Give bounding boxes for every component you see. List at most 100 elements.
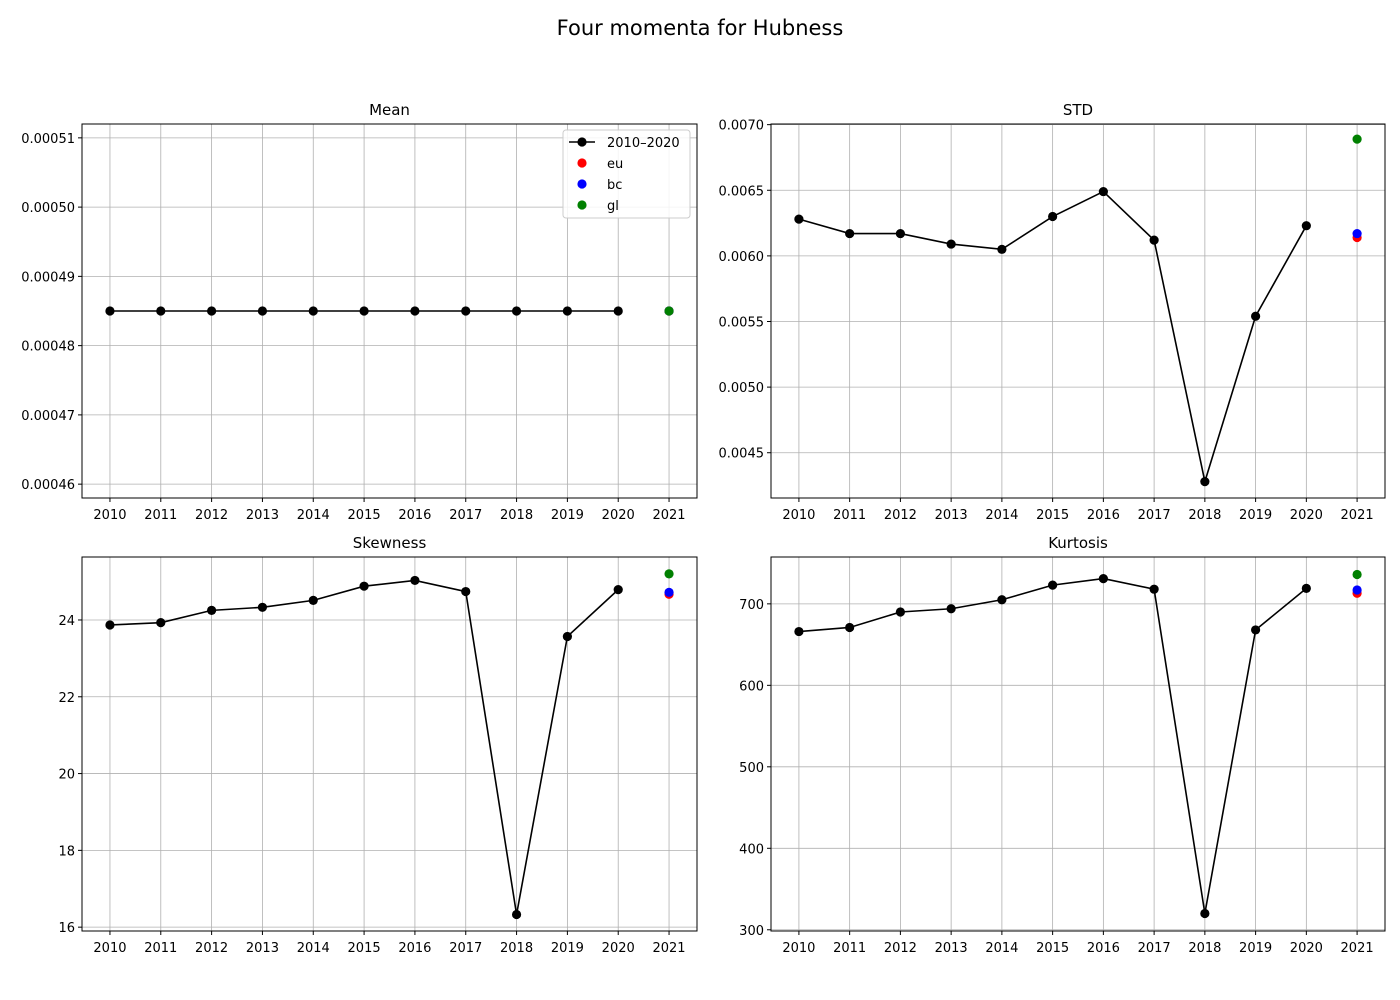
x-tick-label: 2021 [652, 508, 685, 523]
x-tick-label: 2020 [1290, 941, 1323, 956]
point-2021-gl [1352, 569, 1362, 580]
x-tick-label: 2018 [500, 941, 533, 956]
y-tick-label: 0.00049 [21, 270, 75, 285]
point-2021-gl [664, 569, 674, 579]
y-tick-label: 0.00048 [21, 340, 75, 355]
x-tick-label: 2011 [833, 508, 866, 523]
data-point [1149, 235, 1159, 245]
chart-kurtosis: 2010 2011 2012 2013 2014 2015 2016 2017 2018 2019… [739, 534, 1386, 956]
y-tick-label: 0.0070 [719, 119, 765, 134]
y-tick-label: 0.00051 [21, 132, 75, 147]
data-point [359, 306, 369, 316]
data-point [562, 631, 572, 642]
data-point [359, 581, 369, 591]
x-tick-label: 2013 [935, 508, 968, 523]
legend-label: eu [607, 157, 623, 172]
data-point [1301, 221, 1311, 231]
y-tick-label: 22 [58, 691, 75, 706]
data-point [410, 575, 420, 586]
x-tick-label: 2018 [1188, 508, 1221, 523]
axes-frame [770, 556, 1386, 932]
x-tick-label: 2015 [348, 941, 381, 956]
subplot-title: STD [1063, 101, 1093, 119]
x-tick-label: 2014 [985, 508, 1018, 523]
y-tick-label: 0.0050 [719, 381, 765, 396]
data-point [1251, 311, 1261, 321]
data-point [308, 595, 318, 605]
data-point [794, 626, 804, 637]
x-tick-label: 2019 [551, 941, 584, 956]
x-tick-label: 2012 [884, 941, 917, 956]
point-2021-bc [1352, 228, 1362, 239]
point-2021-bc [1352, 585, 1362, 595]
x-tick-label: 2012 [195, 941, 228, 956]
legend-label: gl [607, 199, 619, 214]
x-tick-label: 2014 [297, 941, 330, 956]
data-point [1251, 625, 1261, 635]
x-tick-label: 2014 [297, 508, 330, 523]
legend: 2010–2020 eu bc gl [562, 129, 691, 219]
axes-frame [770, 123, 1386, 499]
chart-std: 2010 2011 2012 2013 2014 2015 2016 2017 2018 2019… [719, 101, 1386, 523]
x-tick-label: 2011 [144, 508, 177, 523]
data-point [207, 306, 217, 316]
data-point [308, 306, 318, 316]
x-tick-label: 2013 [246, 941, 279, 956]
data-point [997, 244, 1007, 254]
chart-mean: 2010 2011 2012 2013 2014 2015 2016 2017 2018 2019… [21, 101, 698, 523]
data-point [156, 618, 166, 628]
y-tick-label: 0.0065 [719, 184, 765, 199]
data-point [1200, 908, 1210, 919]
data-point [895, 607, 905, 617]
x-tick-label: 2017 [449, 941, 482, 956]
x-tick-label: 2017 [1138, 508, 1171, 523]
data-point [156, 306, 166, 316]
x-tick-label: 2018 [1188, 941, 1221, 956]
x-tick-label: 2021 [1341, 941, 1374, 956]
data-point [562, 306, 572, 316]
x-tick-label: 2011 [144, 941, 177, 956]
data-point [613, 306, 623, 316]
x-tick-label: 2019 [551, 508, 584, 523]
data-point [257, 306, 268, 316]
data-point [461, 586, 471, 597]
y-tick-label: 600 [739, 679, 764, 694]
data-point [511, 909, 522, 920]
data-point [1048, 211, 1058, 222]
x-tick-label: 2019 [1239, 941, 1272, 956]
y-tick-label: 0.0055 [719, 315, 765, 330]
legend-marker [577, 158, 587, 168]
x-tick-label: 2014 [985, 941, 1018, 956]
y-tick-label: 20 [58, 768, 75, 783]
data-point [105, 620, 115, 630]
y-tick-label: 0.0060 [719, 250, 765, 265]
y-tick-label: 24 [58, 614, 75, 629]
subplot-title: Mean [369, 101, 410, 119]
y-tick-label: 400 [739, 842, 764, 857]
x-tick-label: 2021 [1341, 508, 1374, 523]
data-point [845, 622, 855, 633]
data-point [946, 239, 956, 249]
data-point [511, 306, 522, 316]
data-point [1098, 573, 1108, 584]
chart-skewness: 2010 2011 2012 2013 2014 2015 2016 2017 2018 2019… [58, 534, 698, 956]
legend-marker [577, 200, 587, 210]
x-tick-label: 2012 [884, 508, 917, 523]
x-tick-label: 2020 [602, 941, 635, 956]
x-tick-label: 2011 [833, 941, 866, 956]
legend-label: 2010–2020 [607, 136, 680, 151]
x-tick-label: 2015 [348, 508, 381, 523]
point-2021-gl [1352, 134, 1362, 144]
data-point [1098, 186, 1108, 197]
subplot-title: Skewness [353, 534, 427, 552]
legend-marker [577, 179, 587, 189]
x-tick-label: 2010 [93, 508, 126, 523]
x-tick-label: 2013 [246, 508, 279, 523]
x-tick-label: 2017 [1138, 941, 1171, 956]
y-tick-label: 0.00050 [21, 201, 75, 216]
data-point [845, 228, 855, 239]
axes-frame [81, 123, 698, 499]
x-tick-label: 2015 [1036, 508, 1069, 523]
x-tick-label: 2020 [1290, 508, 1323, 523]
x-tick-label: 2010 [782, 941, 815, 956]
